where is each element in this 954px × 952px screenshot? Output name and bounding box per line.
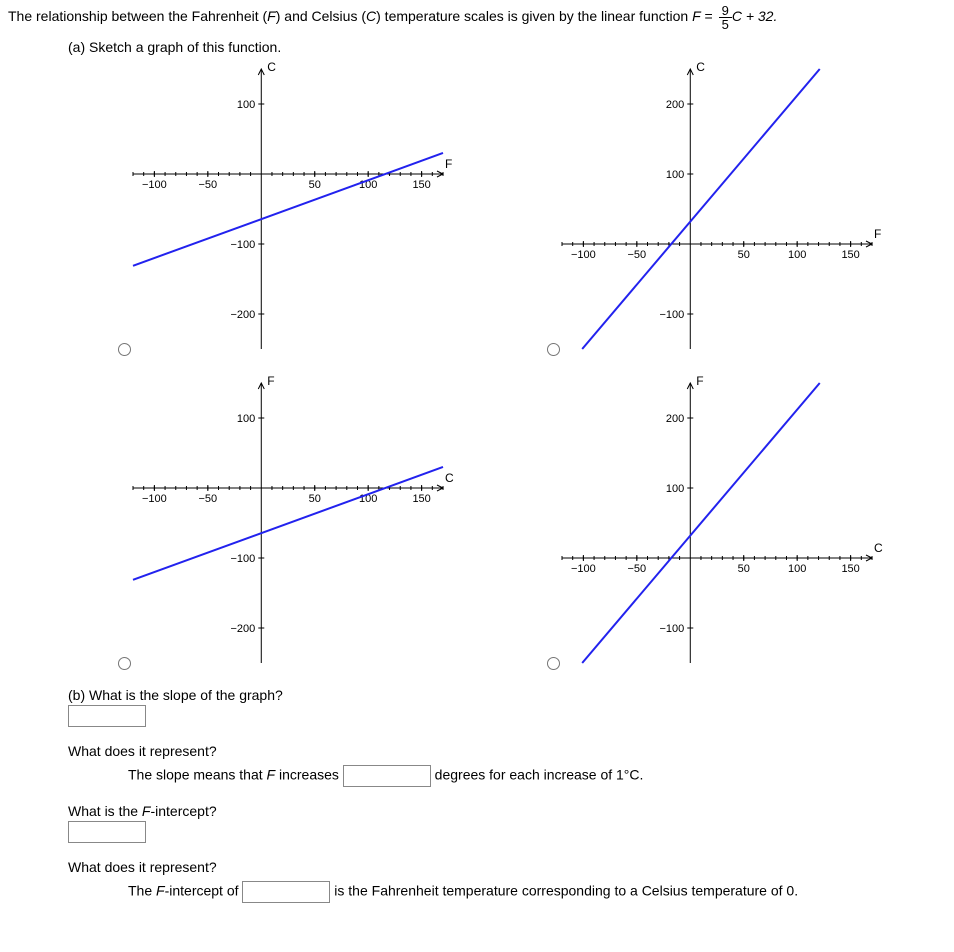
eq-frac-den: 5 [719,18,732,31]
fint-F: F [156,883,165,899]
intro-F: F [267,8,276,24]
slope-degrees-input[interactable] [343,765,431,787]
svg-text:150: 150 [412,493,430,505]
f-intercept-represent-question: What does it represent? [68,859,946,875]
slope-sentence-mid: increases [275,767,343,783]
eq-rhs: C + 32. [732,8,778,24]
radio-option-3[interactable] [118,657,131,670]
chart-grid: −100 −50 50 100 150 100 −100 −200 F C −100 −50 50 10… [118,59,946,673]
svg-text:−50: −50 [627,249,646,261]
svg-text:50: 50 [309,493,321,505]
svg-text:F: F [267,374,274,388]
chart-4-svg: −100 −50 50 100 150 200 100 −100 C F [547,373,887,673]
intro-text-1: The relationship between the Fahrenheit … [8,8,267,24]
svg-text:−100: −100 [571,249,596,261]
svg-text:200: 200 [666,99,684,111]
svg-text:C: C [874,541,883,555]
part-b-slope-question: (b) What is the slope of the graph? [68,687,946,703]
svg-text:C: C [267,60,276,74]
f-intercept-input[interactable] [68,821,146,843]
svg-text:−100: −100 [659,309,684,321]
svg-text:F: F [874,227,881,241]
svg-text:100: 100 [237,99,255,111]
slope-sentence-F: F [267,767,276,783]
svg-text:−100: −100 [230,553,255,565]
chart-3-svg: −100−5050100150100−100−200CF [118,373,458,673]
svg-text:150: 150 [841,249,859,261]
eq-fraction: 95 [719,4,732,31]
problem-intro: The relationship between the Fahrenheit … [8,4,946,31]
radio-option-2[interactable] [547,343,560,356]
svg-text:−50: −50 [198,179,217,191]
chart-2-svg: −100 −50 50 100 150 200 100 −100 F C [547,59,887,359]
svg-text:−50: −50 [627,563,646,575]
f-intercept-value-input[interactable] [242,881,330,903]
svg-text:C: C [445,471,454,485]
slope-represent-question: What does it represent? [68,743,946,759]
chart-option-3: −100−5050100150100−100−200CF [118,373,517,673]
svg-text:100: 100 [237,413,255,425]
fint-mid: -intercept of [165,883,243,899]
svg-text:F: F [696,374,703,388]
svg-text:−200: −200 [230,623,255,635]
intro-C: C [366,8,376,24]
svg-text:100: 100 [666,169,684,181]
slope-input[interactable] [68,705,146,727]
svg-text:−100: −100 [571,563,596,575]
f-intercept-question: What is the F-intercept? [68,803,946,819]
eq-eq: = [701,8,717,24]
radio-option-1[interactable] [118,343,131,356]
slope-sentence: The slope means that F increases degrees… [128,765,946,787]
slope-sentence-pre: The slope means that [128,767,267,783]
svg-text:50: 50 [309,179,321,191]
svg-text:50: 50 [738,563,750,575]
svg-text:−100: −100 [659,623,684,635]
svg-text:50: 50 [738,249,750,261]
chart-1-svg: −100−5050100150100−100−200FC [118,59,458,359]
svg-text:200: 200 [666,413,684,425]
radio-option-4[interactable] [547,657,560,670]
fint-post: is the Fahrenheit temperature correspond… [330,883,798,899]
svg-text:C: C [696,60,705,74]
intro-text-2: ) and Celsius ( [276,8,366,24]
svg-text:100: 100 [788,563,806,575]
chart-option-4: −100 −50 50 100 150 200 100 −100 C F [547,373,946,673]
chart-option-1: −100−5050100150100−100−200FC [118,59,517,359]
eq-lhs: F [692,8,701,24]
svg-text:F: F [445,157,452,171]
intro-text-3: ) temperature scales is given by the lin… [376,8,692,24]
f-intercept-q-post: -intercept? [150,803,216,819]
f-intercept-sentence: The F-intercept of is the Fahrenheit tem… [128,881,946,903]
svg-text:−50: −50 [198,493,217,505]
slope-sentence-post: degrees for each increase of 1°C. [431,767,644,783]
svg-text:100: 100 [788,249,806,261]
f-intercept-q-pre: What is the [68,803,142,819]
svg-text:−200: −200 [230,309,255,321]
svg-text:−100: −100 [142,179,167,191]
svg-text:100: 100 [666,483,684,495]
svg-text:150: 150 [841,563,859,575]
svg-text:150: 150 [412,179,430,191]
fint-pre: The [128,883,156,899]
svg-text:−100: −100 [142,493,167,505]
eq-frac-num: 9 [719,4,732,18]
part-a-prompt: (a) Sketch a graph of this function. [68,39,946,55]
svg-text:−100: −100 [230,239,255,251]
chart-option-2: −100 −50 50 100 150 200 100 −100 F C [547,59,946,359]
